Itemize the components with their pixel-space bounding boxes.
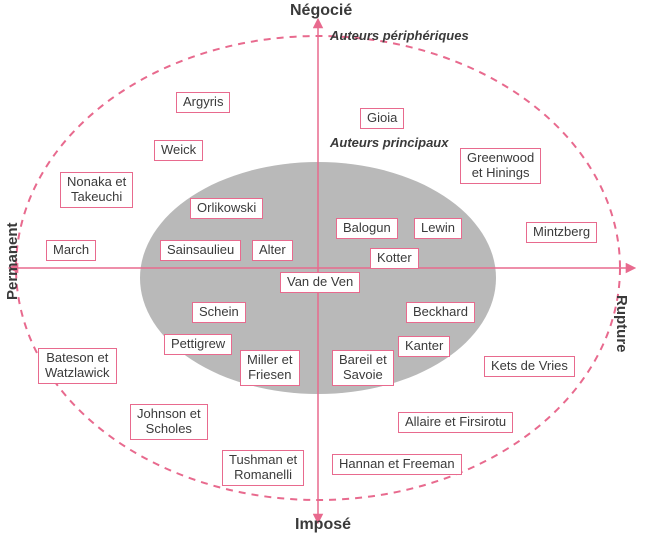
author-box: Balogun — [336, 218, 398, 239]
author-box: Miller etFriesen — [240, 350, 300, 386]
author-box: Kotter — [370, 248, 419, 269]
author-box: Kanter — [398, 336, 450, 357]
author-box: Sainsaulieu — [160, 240, 241, 261]
author-box: Bareil etSavoie — [332, 350, 394, 386]
quadrant-diagram: Négocié Imposé Permanent Rupture Auteurs… — [0, 0, 648, 538]
axis-label-right: Rupture — [613, 295, 630, 353]
author-box: Allaire et Firsirotu — [398, 412, 513, 433]
author-box: Bateson etWatzlawick — [38, 348, 117, 384]
author-box: Alter — [252, 240, 293, 261]
author-box: Argyris — [176, 92, 230, 113]
axis-label-top: Négocié — [290, 2, 352, 20]
author-box: Nonaka etTakeuchi — [60, 172, 133, 208]
author-box: Van de Ven — [280, 272, 360, 293]
author-box: Kets de Vries — [484, 356, 575, 377]
author-box: Tushman etRomanelli — [222, 450, 304, 486]
author-box: Johnson etScholes — [130, 404, 208, 440]
author-box: Mintzberg — [526, 222, 597, 243]
author-box: Greenwoodet Hinings — [460, 148, 541, 184]
author-box: March — [46, 240, 96, 261]
author-box: Orlikowski — [190, 198, 263, 219]
axis-label-bottom: Imposé — [295, 516, 351, 534]
author-box: Hannan et Freeman — [332, 454, 462, 475]
author-box: Weick — [154, 140, 203, 161]
diagram-svg — [0, 0, 648, 538]
author-box: Schein — [192, 302, 246, 323]
author-box: Gioia — [360, 108, 404, 129]
author-box: Beckhard — [406, 302, 475, 323]
author-box: Lewin — [414, 218, 462, 239]
sublabel-peripheral: Auteurs périphériques — [330, 28, 469, 43]
author-box: Pettigrew — [164, 334, 232, 355]
sublabel-principal: Auteurs principaux — [330, 135, 448, 150]
axis-label-left: Permanent — [4, 222, 21, 300]
